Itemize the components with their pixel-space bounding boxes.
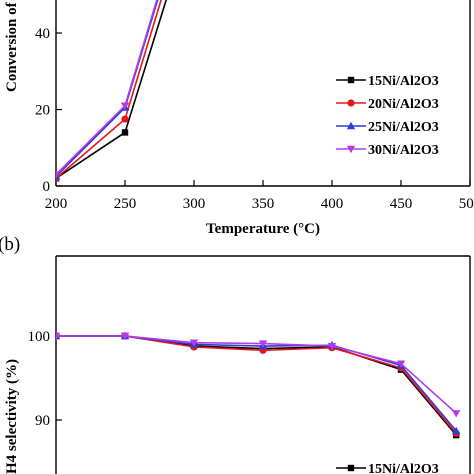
panel-a-legend-marker bbox=[347, 99, 355, 107]
panel-a-legend-marker bbox=[346, 121, 356, 130]
panel-a-legend: 15Ni/Al2O3 20Ni/Al2O3 25Ni/Al2O3 30Ni/Al2O3 bbox=[336, 74, 439, 158]
panel-a-y-axis-title: Conversion of bbox=[4, 1, 20, 92]
panel-a-y-tick-label: 40 bbox=[35, 26, 50, 42]
panel-b-y-axis-title: H4 selectivity (%) bbox=[4, 359, 20, 474]
panel-a-y-ticks: 0 20 40 bbox=[35, 26, 62, 195]
panel-a: Conversion of Temperature (°C) 0 20 40 200… bbox=[4, 0, 474, 237]
panel-a-series-line bbox=[56, 0, 159, 178]
panel-b-data-point bbox=[189, 339, 199, 347]
panel-b-y-ticks: 90 100 bbox=[28, 329, 62, 429]
panel-b: (b) H4 selectivity (%) 90 100 15Ni/Al2O3 bbox=[0, 234, 471, 474]
panel-a-data-point bbox=[121, 115, 129, 123]
panel-b-legend: 15Ni/Al2O3 bbox=[336, 462, 439, 474]
panel-a-y-tick-label: 20 bbox=[35, 103, 50, 119]
panel-b-y-tick-label: 100 bbox=[28, 329, 51, 345]
panel-a-x-tick-label: 350 bbox=[252, 196, 275, 212]
panel-a-x-tick-label: 250 bbox=[114, 196, 137, 212]
panel-b-series-line bbox=[56, 335, 457, 436]
panel-a-data-point bbox=[121, 129, 129, 136]
panel-a-x-tick-label: 300 bbox=[183, 196, 206, 212]
panel-b-series bbox=[56, 331, 461, 439]
panel-a-data-point bbox=[56, 171, 61, 179]
panel-b-data-point bbox=[56, 332, 61, 341]
panel-a-series-line bbox=[56, 0, 158, 176]
panel-a-series-line bbox=[56, 0, 168, 180]
panel-b-data-point bbox=[452, 426, 461, 435]
panel-a-legend-marker bbox=[347, 76, 355, 84]
panel-a-x-tick-label: 450 bbox=[390, 196, 413, 212]
panel-b-letter: (b) bbox=[0, 234, 20, 255]
panel-a-legend-marker bbox=[346, 145, 356, 154]
panel-a-x-tick-label: 200 bbox=[45, 196, 68, 212]
panel-a-x-axis-title: Temperature (°C) bbox=[206, 221, 320, 237]
panel-a-legend-label: 30Ni/Al2O3 bbox=[368, 143, 439, 158]
panel-b-y-tick-label: 90 bbox=[35, 413, 50, 429]
panel-a-series bbox=[56, 0, 168, 182]
panel-b-series-line bbox=[56, 335, 457, 434]
panel-a-data-point bbox=[120, 102, 130, 110]
panel-a-x-tick-label: 500 bbox=[459, 196, 474, 212]
panel-a-y-tick-label: 0 bbox=[43, 179, 51, 195]
panel-a-x-tick-label: 400 bbox=[321, 196, 344, 212]
panel-a-x-ticks: 200 250 300 350 400 450 500 bbox=[45, 180, 474, 212]
panel-b-data-point bbox=[120, 332, 130, 341]
panel-b-data-point bbox=[396, 360, 406, 368]
panel-a-legend-label: 15Ni/Al2O3 bbox=[368, 74, 439, 89]
panel-b-data-point bbox=[258, 340, 268, 348]
panel-b-data-point bbox=[327, 342, 337, 351]
panel-a-data-point bbox=[56, 172, 61, 180]
panel-b-legend-label: 15Ni/Al2O3 bbox=[368, 462, 439, 474]
panel-a-legend-label: 25Ni/Al2O3 bbox=[368, 120, 439, 135]
panel-b-legend-marker bbox=[347, 464, 355, 472]
panel-b-data-point bbox=[452, 410, 461, 418]
panel-a-series-line bbox=[56, 0, 162, 179]
panel-a-legend-label: 20Ni/Al2O3 bbox=[368, 97, 439, 112]
